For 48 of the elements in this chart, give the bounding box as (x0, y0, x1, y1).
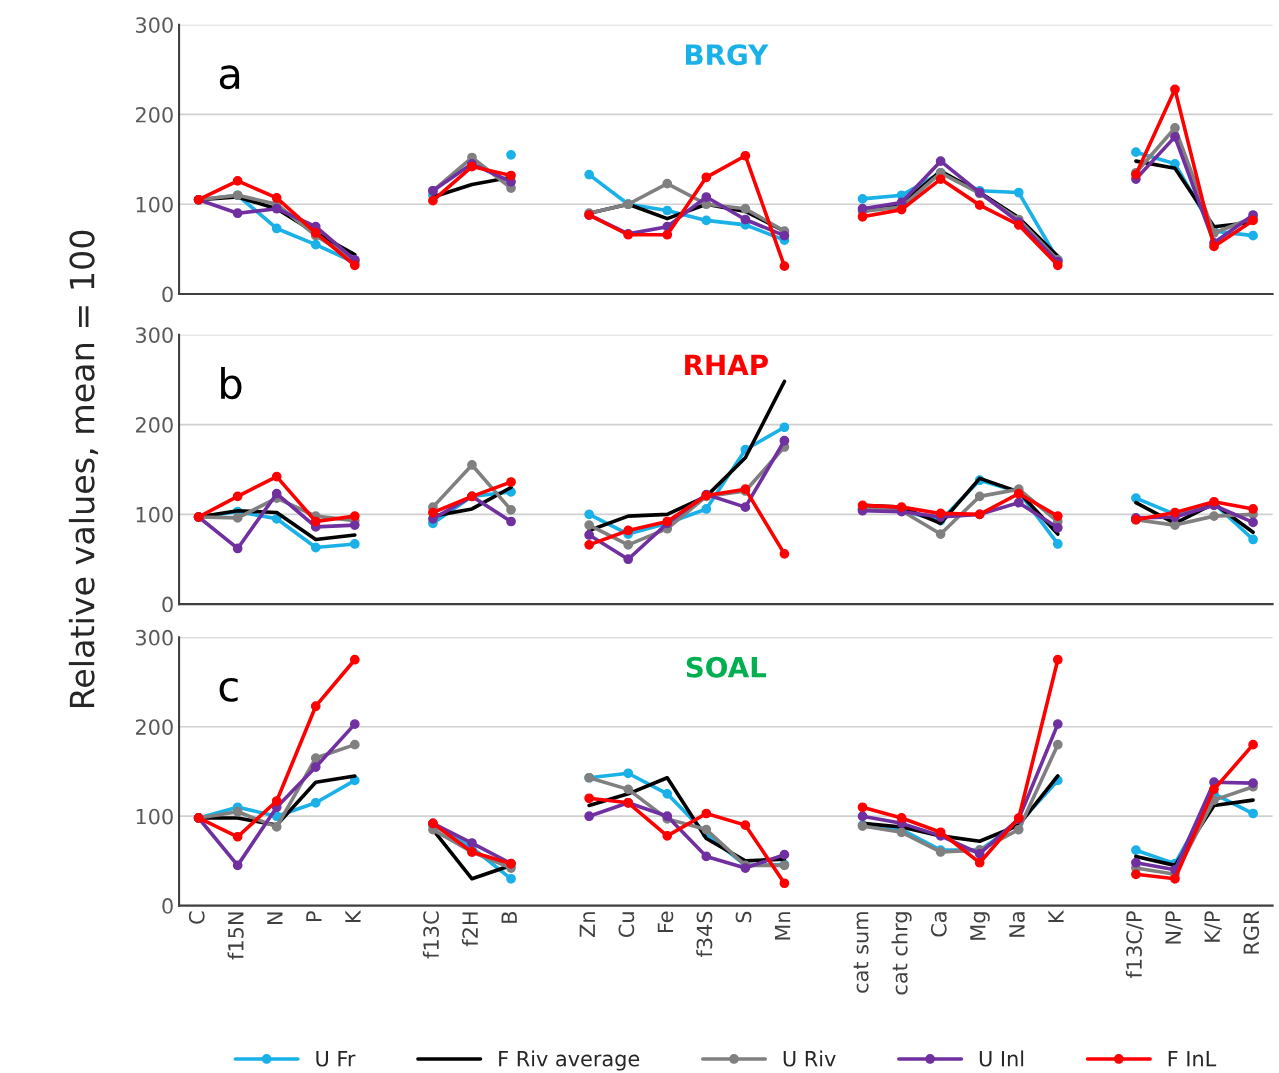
x-tick-label: N (267, 912, 283, 925)
x-tick-label: cat chrg (891, 912, 912, 995)
x-tick-label: P (306, 911, 322, 921)
text: RHAP (685, 354, 768, 375)
legend-label: U Inl (979, 1050, 1024, 1067)
y-tick-label: 0 (162, 286, 173, 303)
legend-label: F InL (1168, 1051, 1217, 1067)
y-tick-label: 300 (136, 17, 173, 33)
y-tick-label: 100 (136, 506, 173, 523)
y-tick-label: 0 (162, 898, 173, 914)
x-tick-label: Fe (657, 911, 674, 933)
y-tick-label: 0 (162, 596, 173, 613)
annotation: c (219, 677, 238, 702)
x-tick-label: Mg (970, 912, 990, 940)
x-tick-label: f13C (422, 911, 439, 959)
text: SOAL (686, 656, 767, 678)
x-tick-label: Cu (618, 912, 635, 938)
x-tick-label: S (735, 911, 752, 923)
x-tick-label: RGR (1243, 911, 1260, 954)
x-tick-label: N/P (1165, 911, 1183, 944)
x-tick-label: f2H (461, 912, 478, 947)
y-tick-label: 200 (135, 106, 173, 123)
x-tick-label: Ca (930, 912, 947, 937)
x-tick-label: K (345, 910, 361, 923)
y-tick-label: 200 (135, 719, 173, 735)
x-tick-label: C (188, 911, 205, 924)
text: BRGY (685, 44, 769, 66)
y-tick-label: 300 (136, 327, 173, 343)
y-tick-label: 100 (136, 196, 173, 213)
annotation: a (219, 65, 240, 90)
x-tick-label: cat sum (853, 912, 869, 993)
x-tick-label: f15N (227, 912, 244, 960)
legend-label: F Riv average (499, 1050, 640, 1071)
y-tick-label: 100 (136, 808, 173, 825)
x-tick-label: f34S (696, 911, 713, 958)
y-tick-label: 300 (136, 629, 173, 646)
x-tick-label: Mn (774, 912, 791, 940)
x-tick-label: Na (1009, 912, 1025, 937)
x-tick-label: Zn (579, 912, 595, 938)
annotation: b (221, 367, 242, 400)
legend-label: U Riv (783, 1050, 836, 1067)
y-axis-title: Relative values, mean = 100 (68, 230, 99, 708)
x-tick-label: f13C/P (1125, 911, 1144, 978)
x-tick-label: K/P (1204, 911, 1222, 942)
x-tick-label: B (501, 911, 517, 923)
y-tick-label: 200 (135, 417, 173, 433)
legend-label: U Fr (316, 1051, 356, 1067)
x-tick-label: K (1048, 910, 1064, 923)
